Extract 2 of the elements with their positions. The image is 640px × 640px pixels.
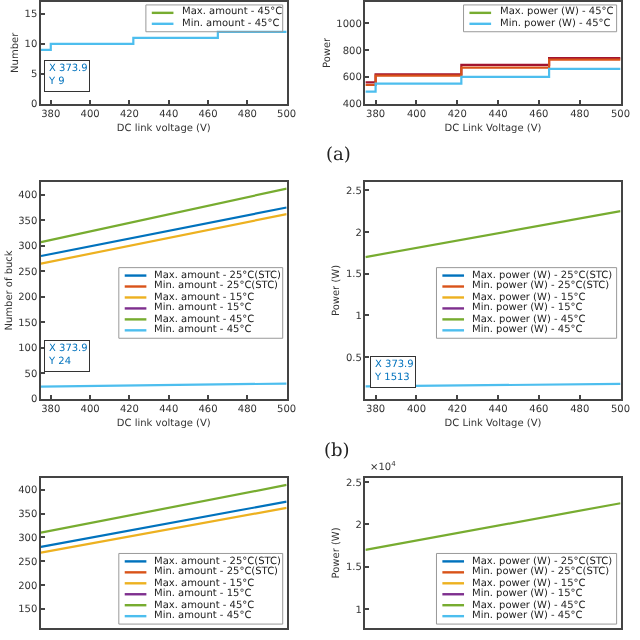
text: (b) [324, 442, 350, 462]
text: (a) [326, 146, 351, 166]
